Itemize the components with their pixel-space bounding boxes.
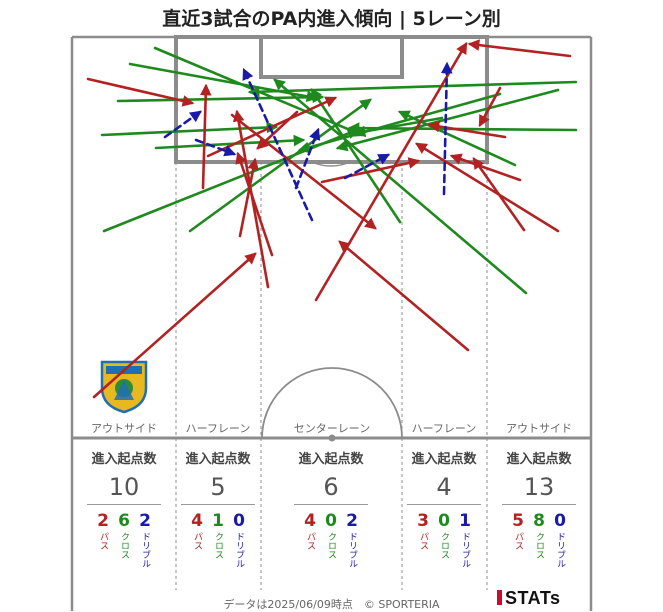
lane-stats-header: 進入起点数 bbox=[411, 452, 477, 467]
pass-label: パス bbox=[513, 532, 523, 550]
pass-label: パス bbox=[98, 532, 108, 550]
cross-label: クロス bbox=[534, 532, 544, 559]
cross-arrow bbox=[273, 78, 528, 295]
pass-arrow bbox=[478, 86, 502, 128]
lane-stats-center: 進入起点数 6 4 パス 0 クロス 2 ドリブル bbox=[289, 448, 373, 568]
pass-arrow bbox=[467, 39, 572, 58]
pass-arrow bbox=[92, 252, 257, 399]
divider bbox=[181, 504, 255, 505]
cross-arrow bbox=[335, 88, 560, 152]
goal-area bbox=[259, 35, 404, 79]
pass-arrow bbox=[427, 120, 507, 139]
pass-count: 4 bbox=[191, 511, 203, 531]
cross-label: クロス bbox=[439, 532, 449, 559]
divider bbox=[407, 504, 481, 505]
dribble-count: 2 bbox=[139, 511, 151, 531]
pass-arrow bbox=[86, 77, 195, 107]
pass-label: パス bbox=[418, 532, 428, 550]
cross-arrow bbox=[297, 92, 502, 154]
dribble-arrow bbox=[294, 127, 321, 190]
dribble-count: 0 bbox=[554, 511, 566, 531]
lane-name-halfspace-left: ハーフレーン bbox=[186, 422, 251, 435]
divider bbox=[87, 504, 161, 505]
dribble-arrow bbox=[242, 67, 314, 222]
dribble-arrow bbox=[440, 61, 453, 196]
pass-arrow bbox=[320, 157, 421, 184]
lane-stats-header: 進入起点数 bbox=[298, 452, 364, 467]
brand-mark-icon bbox=[497, 590, 502, 605]
dribble-label: ドリブル bbox=[347, 532, 357, 568]
pass-arrow bbox=[235, 151, 274, 257]
cross-arrow bbox=[353, 116, 444, 138]
cross-label: クロス bbox=[119, 532, 129, 559]
dribble-arrow bbox=[343, 153, 391, 180]
pass-arrow bbox=[338, 240, 470, 352]
lane-total: 4 bbox=[436, 473, 452, 501]
cross-arrow bbox=[128, 62, 319, 103]
dribble-label: ドリブル bbox=[460, 532, 470, 568]
lane-name-center: センターレーン bbox=[294, 422, 370, 435]
chart-title: 直近3試合のPA内進入傾向 | 5レーン別 bbox=[162, 8, 501, 30]
cross-arrow bbox=[116, 91, 325, 104]
lane-total: 6 bbox=[323, 473, 339, 501]
dribble-count: 2 bbox=[346, 511, 358, 531]
pass-arrow bbox=[415, 142, 560, 233]
entry-arrows bbox=[86, 39, 578, 399]
pass-arrow bbox=[238, 157, 259, 238]
lane-name-halfspace-right: ハーフレーン bbox=[412, 422, 477, 435]
pass-label: パス bbox=[192, 532, 202, 550]
pass-count: 3 bbox=[417, 511, 429, 531]
brand-text: STATs bbox=[505, 588, 561, 608]
cross-count: 6 bbox=[118, 511, 130, 531]
dribble-count: 1 bbox=[459, 511, 471, 531]
cross-arrow bbox=[154, 134, 306, 150]
lane-total: 5 bbox=[210, 473, 226, 501]
lane-total: 13 bbox=[523, 473, 555, 501]
pass-count: 4 bbox=[304, 511, 316, 531]
center-circle bbox=[261, 367, 403, 439]
lane-stats-outside-right: 進入起点数 13 5 パス 8 クロス 0 ドリブル bbox=[497, 448, 581, 568]
lane-stats-halfspace-right: 進入起点数 4 3 パス 0 クロス 1 ドリブル bbox=[402, 448, 486, 568]
center-spot bbox=[328, 434, 336, 442]
lane-total: 10 bbox=[108, 473, 140, 501]
cross-label: クロス bbox=[213, 532, 223, 559]
dribble-arrow bbox=[163, 110, 202, 139]
cross-label: クロス bbox=[326, 532, 336, 559]
pitch-lines bbox=[70, 35, 593, 611]
brand-logo: STATs bbox=[497, 588, 561, 609]
cross-arrow bbox=[188, 98, 372, 233]
divider bbox=[294, 504, 368, 505]
lane-stats-halfspace-left: 進入起点数 5 4 パス 1 クロス 0 ドリブル bbox=[176, 448, 260, 568]
penalty-arc bbox=[311, 161, 351, 167]
dribble-label: ドリブル bbox=[234, 532, 244, 568]
dribble-arrow bbox=[194, 138, 237, 157]
lane-stats-header: 進入起点数 bbox=[185, 452, 251, 467]
pass-arrow bbox=[314, 41, 468, 302]
dribble-count: 0 bbox=[233, 511, 245, 531]
lane-name-outside-right: アウトサイド bbox=[506, 422, 572, 435]
cross-count: 8 bbox=[533, 511, 545, 531]
divider bbox=[502, 504, 576, 505]
pass-label: パス bbox=[305, 532, 315, 550]
cross-count: 0 bbox=[325, 511, 337, 531]
pass-arrow bbox=[232, 109, 270, 289]
pass-count: 2 bbox=[97, 511, 109, 531]
pass-arrow bbox=[199, 83, 212, 190]
cross-count: 0 bbox=[438, 511, 450, 531]
cross-count: 1 bbox=[212, 511, 224, 531]
pass-count: 5 bbox=[512, 511, 524, 531]
lane-stats-header: 進入起点数 bbox=[91, 452, 157, 467]
cross-arrow bbox=[247, 80, 578, 98]
pass-arrow bbox=[472, 157, 526, 232]
footer-note: データは2025/06/09時点 © SPORTERIA bbox=[223, 598, 440, 611]
lane-stats-outside-left: 進入起点数 10 2 パス 6 クロス 2 ドリブル bbox=[82, 448, 166, 568]
dribble-label: ドリブル bbox=[140, 532, 150, 568]
lane-stats-header: 進入起点数 bbox=[506, 452, 572, 467]
dribble-label: ドリブル bbox=[555, 532, 565, 568]
pass-arrow bbox=[449, 153, 522, 182]
cross-arrow bbox=[310, 88, 402, 224]
lane-name-outside-left: アウトサイド bbox=[91, 422, 157, 435]
